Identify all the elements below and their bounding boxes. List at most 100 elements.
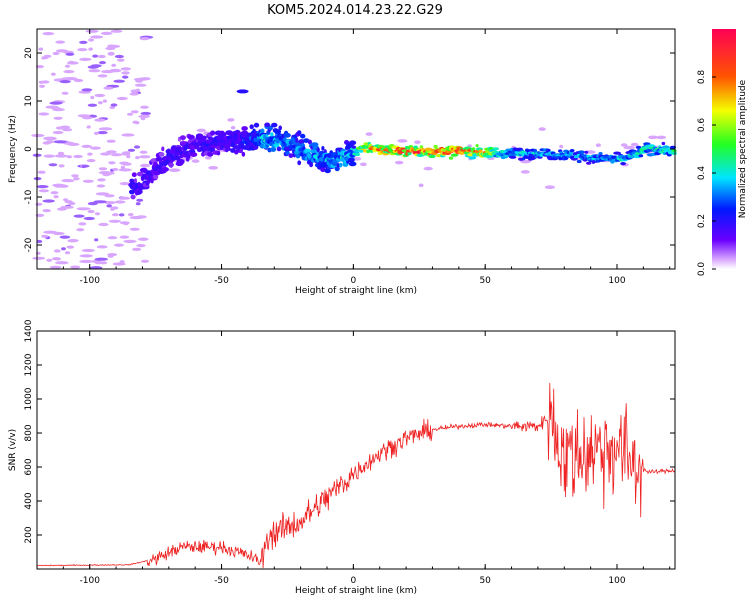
spectral-noise-blob xyxy=(87,152,93,156)
spectral-ridge-blob xyxy=(661,141,666,146)
spectral-ridge-blob xyxy=(129,189,135,195)
spectral-ridge-blob xyxy=(136,171,144,177)
spectral-halo-blob xyxy=(559,144,564,149)
colorbar: 0.0 0.2 0.4 0.6 0.8 Normalized spectral ampl… xyxy=(697,29,748,276)
x-tick-label-top: -50 xyxy=(214,276,229,286)
spectral-noise-blob xyxy=(141,114,150,118)
y-tick-label-top: -10 xyxy=(24,189,34,204)
spectral-halo-blob xyxy=(423,166,433,171)
spectral-noise-blob xyxy=(113,79,126,83)
spectral-noise-blob xyxy=(64,64,71,68)
spectral-noise-blob xyxy=(33,177,42,181)
spectral-noise-blob xyxy=(94,118,106,122)
colorbar-tick-label: 0.4 xyxy=(697,166,707,181)
spectral-ridge-blob xyxy=(485,155,493,159)
y-tick-label-top: 0 xyxy=(24,146,34,152)
spectral-ridge-blob xyxy=(448,156,454,160)
x-tick-label-bottom: -100 xyxy=(80,576,101,586)
spectral-noise-blob xyxy=(112,262,126,266)
spectral-ridge-blob xyxy=(388,148,393,152)
spectral-ridge-blob xyxy=(357,149,365,153)
spectral-blob-isolated xyxy=(236,89,249,94)
spectral-halo-blob xyxy=(620,143,628,147)
spectral-noise-blob xyxy=(64,251,71,255)
spectral-ridge-blob xyxy=(152,174,159,180)
spectral-noise-blob xyxy=(78,222,87,226)
spectral-noise-blob xyxy=(98,101,103,105)
spectral-noise-blob xyxy=(52,51,60,56)
spectral-ridge-blob xyxy=(354,152,360,157)
spectral-noise-blob xyxy=(119,182,131,186)
spectral-noise-blob xyxy=(98,222,109,227)
spectral-noise-blob xyxy=(54,184,66,188)
spectral-ridge-blob xyxy=(578,150,585,154)
y-tick-label-top: 10 xyxy=(24,95,34,107)
y-tick-label-top: 20 xyxy=(24,47,34,59)
spectral-ridge-blob xyxy=(161,167,170,172)
spectral-noise-blob xyxy=(112,167,119,172)
spectral-noise-blob xyxy=(114,54,124,59)
spectral-noise-blob xyxy=(98,127,113,131)
spectral-noise-blob xyxy=(129,227,140,231)
spectral-noise-blob xyxy=(60,205,74,209)
spectral-noise-blob xyxy=(39,84,45,88)
spectral-noise-blob xyxy=(112,213,119,217)
spectral-noise-blob xyxy=(38,112,50,116)
spectral-noise-blob xyxy=(105,46,116,51)
spectral-ridge-blob xyxy=(268,125,274,131)
spectral-noise-blob xyxy=(102,99,107,103)
spectral-halo-blob xyxy=(208,166,219,170)
spectral-noise-blob xyxy=(127,213,134,217)
x-tick-label-top: 100 xyxy=(608,276,625,286)
spectral-noise-blob xyxy=(73,78,84,83)
snr-series-line xyxy=(36,382,676,569)
spectral-noise-blob xyxy=(43,136,57,140)
spectral-noise-blob xyxy=(94,212,101,216)
spectral-noise-blob xyxy=(43,154,55,158)
spectral-noise-blob xyxy=(31,133,45,138)
spectral-noise-blob xyxy=(108,161,116,165)
spectral-noise-blob xyxy=(107,51,115,56)
spectral-ridge-blob xyxy=(478,149,483,153)
spectral-ridge-blob xyxy=(324,168,331,174)
spectral-noise-blob xyxy=(66,61,79,65)
spectral-ridge-blob xyxy=(525,149,531,153)
spectral-noise-blob xyxy=(104,201,116,205)
spectral-ridge-blob xyxy=(131,172,137,178)
spectral-noise-blob xyxy=(133,145,141,149)
spectral-ridge-blob xyxy=(179,135,186,141)
spectral-ridge-blob xyxy=(307,139,312,145)
spectral-ridge-blob xyxy=(297,130,302,136)
y-tick-label-bottom: 600 xyxy=(24,458,34,475)
spectral-noise-blob xyxy=(63,70,75,74)
spectral-ridge-blob xyxy=(671,151,677,155)
spectral-noise-blob xyxy=(130,89,140,93)
spectral-ridge-blob xyxy=(613,151,621,155)
spectral-noise-blob xyxy=(140,117,146,121)
spectral-ridge-blob xyxy=(348,161,357,167)
x-tick-label-bottom: 50 xyxy=(479,576,491,586)
spectral-noise-blob xyxy=(63,198,69,202)
spectral-noise-blob xyxy=(52,130,64,135)
spectral-noise-blob xyxy=(61,91,69,95)
spectral-noise-blob xyxy=(53,195,59,199)
spectral-ridge-blob xyxy=(643,142,651,146)
spectral-ridge-blob xyxy=(173,155,181,161)
spectral-ridge-blob xyxy=(205,139,210,145)
spectral-noise-blob xyxy=(50,191,59,195)
spectral-ridge-blob xyxy=(155,156,163,162)
spectral-noise-blob xyxy=(94,93,106,98)
spectral-noise-blob xyxy=(50,72,56,76)
spectral-noise-blob xyxy=(90,95,95,100)
spectral-ridge-blob xyxy=(210,130,216,136)
spectral-ridge-blob xyxy=(586,161,592,165)
spectral-noise-blob xyxy=(111,63,117,67)
spectral-noise-blob xyxy=(57,151,65,155)
spectral-ridge-blob xyxy=(187,134,195,140)
spectral-ridge-blob xyxy=(475,144,479,148)
y-tick-label-bottom: 1400 xyxy=(24,319,34,342)
spectral-noise-blob xyxy=(120,165,126,170)
spectral-noise-blob xyxy=(49,101,63,105)
spectral-noise-blob xyxy=(140,105,149,109)
y-tick-label-top: -20 xyxy=(24,237,34,252)
